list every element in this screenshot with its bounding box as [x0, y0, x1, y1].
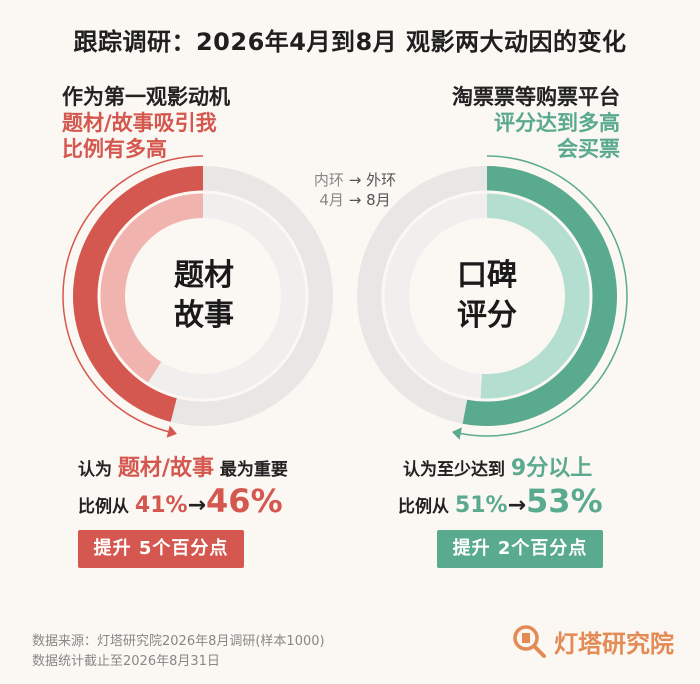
right-to-value: 53% — [526, 482, 603, 520]
source-line1: 数据来源：灯塔研究院2026年8月调研(样本1000) — [32, 634, 325, 649]
left-center-disc — [125, 218, 281, 374]
legend-outer-ring: 外环 — [366, 171, 397, 189]
logo-text: 灯塔研究院 — [554, 629, 674, 658]
right-center-line1: 口碑 — [457, 258, 517, 293]
right-question: 淘票票等购票平台 评分达到多高 会买票 — [452, 84, 620, 162]
right-from-value: 51% — [454, 493, 508, 518]
left-outer-bar-aug — [72, 166, 204, 422]
left-increase-value: 5个百分点 — [138, 538, 229, 559]
right-question-line1: 淘票票等购票平台 — [452, 85, 620, 109]
left-increase-badge: 提升 5个百分点 — [78, 530, 244, 568]
left-inner-bar-apr — [99, 192, 203, 384]
left-increase-prefix: 提升 — [93, 538, 132, 559]
legend-ring-line: 内环 → 外环 — [300, 170, 410, 190]
right-inner-bar-apr — [480, 192, 592, 400]
right-center-label: 口碑 评分 — [417, 256, 557, 336]
right-question-line2: 评分达到多高 — [494, 111, 620, 135]
left-question-line3: 比例有多高 — [62, 137, 167, 161]
legend-august: 8月 — [366, 191, 391, 209]
left-guide-arrow — [166, 425, 177, 438]
legend-month-line: 4月 → 8月 — [300, 190, 410, 210]
right-ring-separator — [381, 190, 593, 402]
left-to-value: 46% — [206, 482, 283, 520]
right-center-disc — [409, 218, 565, 374]
right-question-line3: 会买票 — [557, 137, 620, 161]
right-change-arrow: → — [507, 493, 527, 518]
right-outer-bar-aug — [462, 166, 617, 426]
legend-arrow-2: → — [348, 191, 362, 209]
left-change-arrow: → — [187, 493, 207, 518]
right-guide-arrow — [451, 427, 462, 440]
left-statement: 认为 题材/故事 最为重要 — [78, 450, 288, 482]
ring-legend: 内环 → 外环 4月 → 8月 — [300, 170, 410, 210]
brand-logo: 灯塔研究院 — [510, 622, 674, 660]
left-question-line2: 题材/故事吸引我 — [62, 111, 217, 135]
legend-arrow-1: → — [348, 171, 362, 189]
left-center-line1: 题材 — [174, 258, 234, 293]
right-increase-badge: 提升 2个百分点 — [437, 530, 603, 568]
left-question: 作为第一观影动机 题材/故事吸引我 比例有多高 — [62, 84, 230, 162]
right-statement: 认为至少达到 9分以上 — [403, 450, 592, 482]
source-line2: 数据统计截止至2026年8月31日 — [32, 654, 220, 669]
right-increase-prefix: 提升 — [452, 538, 491, 559]
left-statement-after: 最为重要 — [219, 460, 288, 480]
right-statement-highlight: 9分以上 — [510, 456, 593, 481]
right-guide-arc — [460, 155, 628, 437]
left-question-line1: 作为第一观影动机 — [62, 85, 230, 109]
left-change: 比例从 41%→46% — [78, 482, 283, 520]
left-guide-arc — [62, 155, 204, 433]
data-source: 数据来源：灯塔研究院2026年8月调研(样本1000) 数据统计截止至2026年… — [32, 632, 325, 672]
left-center-line2: 故事 — [174, 298, 234, 333]
left-statement-highlight: 题材/故事 — [117, 456, 214, 481]
right-statement-before: 认为至少达到 — [403, 460, 505, 480]
legend-inner-ring: 内环 — [313, 171, 344, 189]
left-center-label: 题材 故事 — [134, 256, 274, 336]
left-ring-separator — [97, 190, 309, 402]
right-change: 比例从 51%→53% — [398, 482, 603, 520]
right-increase-value: 2个百分点 — [497, 538, 588, 559]
legend-april: 4月 — [319, 191, 344, 209]
left-statement-before: 认为 — [78, 460, 112, 480]
right-center-line2: 评分 — [457, 298, 517, 333]
left-from-value: 41% — [134, 493, 188, 518]
lighthouse-search-icon — [513, 625, 546, 658]
page-title: 跟踪调研：2026年4月到8月 观影两大动因的变化 — [73, 28, 627, 56]
right-change-prefix: 比例从 — [398, 497, 449, 517]
left-change-prefix: 比例从 — [78, 497, 129, 517]
